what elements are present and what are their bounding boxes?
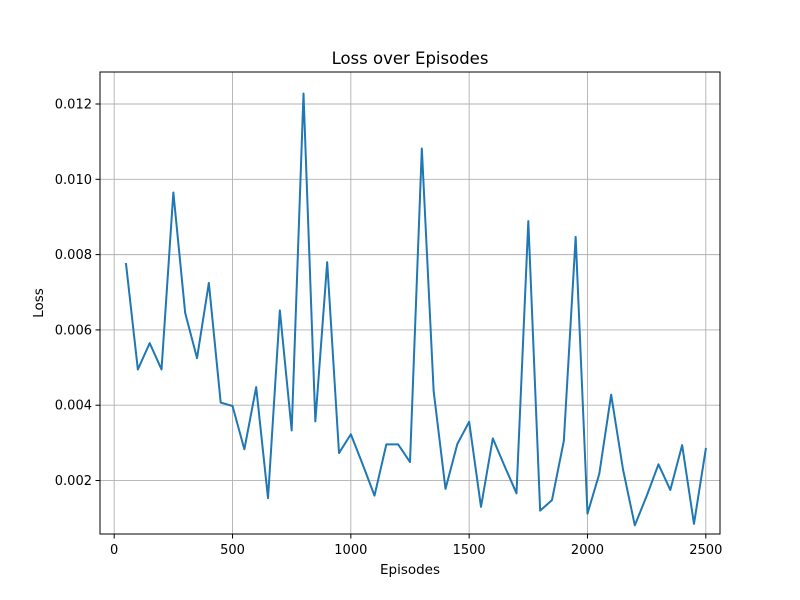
x-tick-label: 1500 [453, 543, 486, 558]
y-tick-label: 0.010 [55, 173, 92, 188]
y-tick-label: 0.004 [55, 399, 92, 414]
y-axis-label: Loss [31, 288, 47, 318]
x-tick-label: 0 [110, 543, 118, 558]
chart-title: Loss over Episodes [332, 49, 489, 68]
series-line-loss [124, 92, 707, 527]
y-tick-label: 0.006 [55, 323, 92, 338]
x-tick-label: 1000 [334, 543, 367, 558]
x-axis-ticks: 0 500 1000 1500 2000 2500 [110, 534, 722, 558]
x-axis-label: Episodes [380, 562, 440, 578]
y-tick-label: 0.012 [55, 98, 92, 113]
x-tick-label: 2000 [571, 543, 604, 558]
x-tick-label: 500 [220, 543, 245, 558]
y-tick-label: 0.008 [55, 248, 92, 263]
y-axis-ticks: 0.002 0.004 0.006 0.008 0.010 0.012 [55, 98, 100, 489]
y-tick-label: 0.002 [55, 474, 92, 489]
grid-lines [100, 72, 720, 534]
plot-frame [99, 71, 721, 535]
x-tick-label: 2500 [689, 543, 722, 558]
